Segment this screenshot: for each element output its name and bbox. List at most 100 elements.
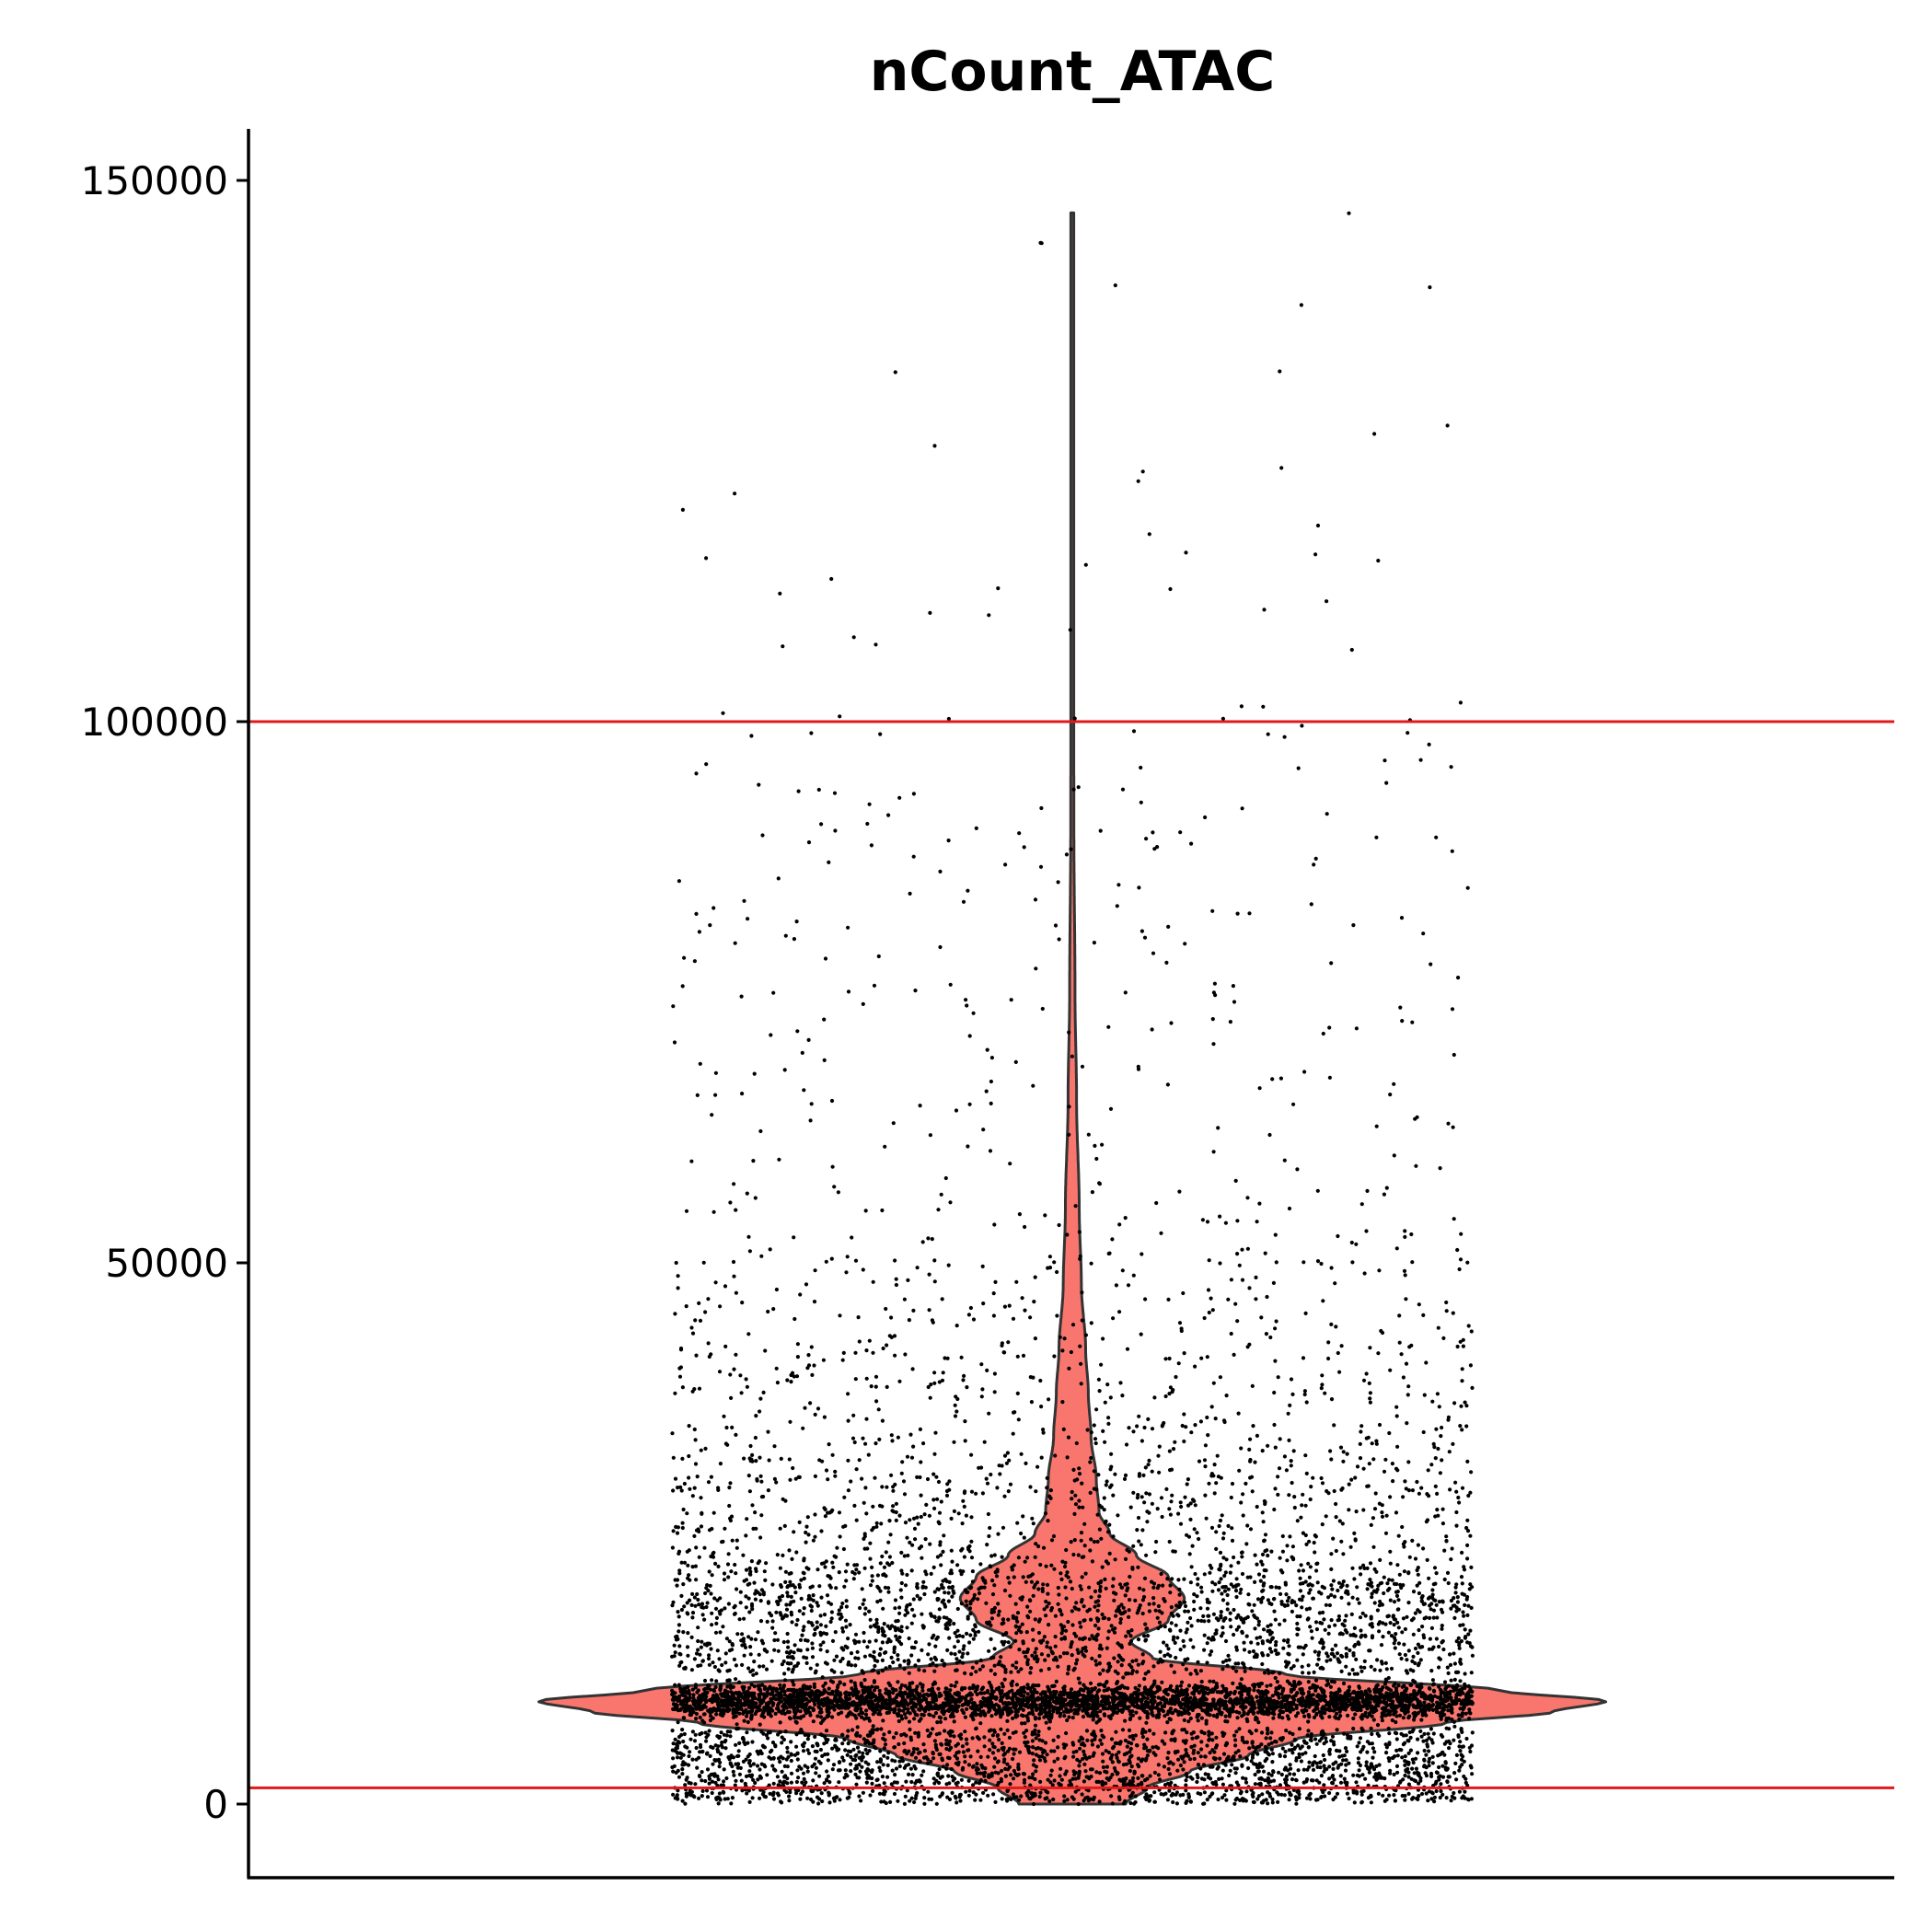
data-point bbox=[998, 1698, 1002, 1703]
data-point bbox=[920, 1773, 924, 1777]
data-point bbox=[1068, 1778, 1072, 1784]
data-point bbox=[1296, 1743, 1301, 1748]
data-point bbox=[1301, 1780, 1306, 1785]
data-point bbox=[1050, 1683, 1055, 1689]
data-point bbox=[879, 1727, 884, 1731]
data-point bbox=[1287, 1748, 1291, 1753]
data-point bbox=[1429, 1774, 1434, 1778]
data-point bbox=[782, 1704, 787, 1708]
data-point bbox=[1255, 1752, 1260, 1756]
data-point bbox=[1412, 1715, 1417, 1719]
data-point bbox=[1145, 1753, 1150, 1758]
data-point bbox=[950, 1730, 954, 1734]
data-point bbox=[1422, 1700, 1427, 1705]
data-point bbox=[931, 1756, 936, 1761]
data-point bbox=[1005, 1762, 1010, 1766]
data-point bbox=[1188, 1775, 1193, 1779]
data-point bbox=[1065, 1798, 1070, 1802]
data-point bbox=[884, 1800, 888, 1806]
data-point bbox=[952, 1734, 956, 1739]
data-point bbox=[1251, 1753, 1255, 1757]
data-point bbox=[1418, 1776, 1423, 1780]
data-point bbox=[1151, 1701, 1155, 1706]
data-point bbox=[1199, 1679, 1204, 1684]
data-point bbox=[1390, 1755, 1394, 1760]
data-point bbox=[854, 1782, 859, 1787]
data-point bbox=[1327, 1752, 1332, 1756]
data-point bbox=[1406, 1766, 1410, 1771]
data-point bbox=[1457, 1789, 1462, 1794]
data-point bbox=[688, 1750, 692, 1754]
data-point bbox=[1098, 1738, 1103, 1742]
data-point bbox=[730, 1764, 735, 1769]
data-point bbox=[1375, 1731, 1380, 1736]
data-point bbox=[860, 1764, 864, 1769]
data-point bbox=[1186, 1683, 1192, 1688]
data-point bbox=[1174, 1790, 1179, 1795]
data-point bbox=[1352, 1800, 1357, 1805]
data-point bbox=[1128, 1716, 1133, 1720]
data-point bbox=[858, 1769, 862, 1774]
data-point bbox=[1147, 1729, 1152, 1733]
data-point bbox=[991, 1792, 996, 1797]
data-point bbox=[1271, 1716, 1276, 1720]
data-point bbox=[1042, 1715, 1047, 1719]
data-point bbox=[1333, 1795, 1337, 1799]
data-point bbox=[1295, 1691, 1300, 1695]
data-point bbox=[1411, 1728, 1416, 1732]
data-point bbox=[1394, 1686, 1399, 1691]
data-point bbox=[978, 1721, 983, 1726]
data-point bbox=[892, 1780, 897, 1785]
data-point bbox=[1466, 1798, 1471, 1802]
data-point bbox=[1450, 1794, 1454, 1799]
data-point bbox=[1115, 1772, 1119, 1776]
data-point bbox=[884, 1698, 889, 1703]
data-point bbox=[1382, 1799, 1387, 1803]
data-point bbox=[1449, 1799, 1453, 1803]
data-point bbox=[1403, 1741, 1407, 1745]
data-point bbox=[711, 1688, 716, 1693]
data-point bbox=[1172, 1729, 1176, 1733]
data-point bbox=[1152, 1799, 1157, 1804]
data-point bbox=[920, 1688, 925, 1693]
data-point bbox=[1216, 1764, 1221, 1769]
data-point bbox=[1430, 1678, 1435, 1683]
data-point bbox=[1110, 1753, 1115, 1757]
data-point bbox=[827, 1780, 832, 1785]
data-point bbox=[703, 1730, 708, 1735]
data-point bbox=[1178, 1763, 1183, 1768]
data-point bbox=[767, 1755, 771, 1760]
data-point bbox=[868, 1732, 873, 1738]
data-point bbox=[1251, 1744, 1255, 1749]
data-point bbox=[1323, 1794, 1327, 1799]
data-point bbox=[1112, 1690, 1116, 1695]
data-point bbox=[849, 1679, 853, 1683]
data-point bbox=[1155, 1689, 1160, 1694]
data-point bbox=[1358, 1736, 1363, 1741]
data-point bbox=[1167, 1772, 1173, 1776]
data-point bbox=[966, 1763, 971, 1767]
data-point bbox=[1371, 1746, 1375, 1751]
data-point bbox=[1017, 1750, 1023, 1754]
data-point bbox=[1052, 1759, 1057, 1764]
data-point bbox=[881, 1763, 885, 1767]
data-point bbox=[1249, 1759, 1254, 1764]
data-point bbox=[742, 1718, 746, 1723]
data-point bbox=[957, 1792, 963, 1798]
data-point bbox=[1126, 1686, 1130, 1691]
data-point bbox=[1226, 1757, 1232, 1762]
data-point bbox=[1208, 1751, 1212, 1755]
data-point bbox=[947, 1756, 952, 1761]
data-point bbox=[815, 1749, 819, 1754]
data-point bbox=[826, 1774, 831, 1778]
data-point bbox=[1005, 1767, 1011, 1772]
data-point bbox=[1062, 1714, 1067, 1718]
data-point bbox=[800, 1780, 804, 1785]
data-point bbox=[1121, 1675, 1126, 1680]
data-point bbox=[1201, 1801, 1206, 1806]
data-point bbox=[1009, 1682, 1013, 1686]
data-point bbox=[1056, 1756, 1060, 1761]
data-point bbox=[837, 1760, 842, 1764]
data-point bbox=[871, 1788, 875, 1793]
data-point bbox=[877, 1765, 882, 1770]
